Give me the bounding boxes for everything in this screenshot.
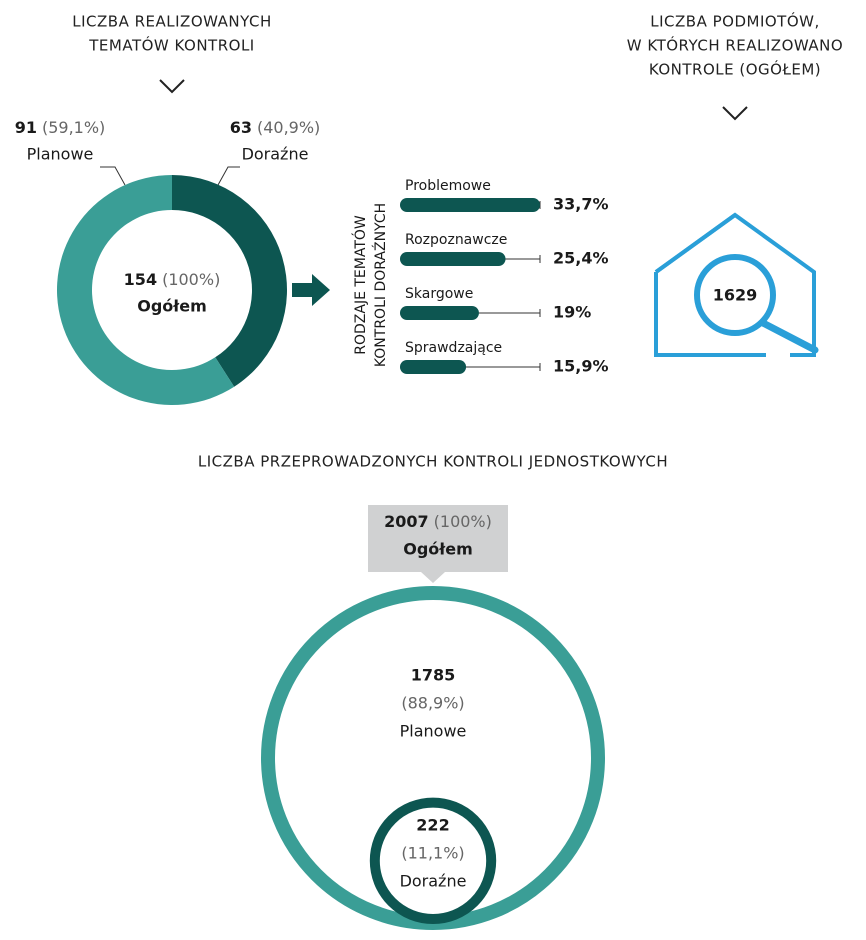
title: TEMATÓW KONTROLI bbox=[88, 36, 254, 55]
value: 63 bbox=[230, 118, 252, 137]
value: 91 bbox=[15, 118, 37, 137]
magnifier-handle bbox=[759, 319, 819, 354]
house bbox=[654, 272, 766, 357]
arrow bbox=[292, 274, 330, 306]
share: (59,1%) bbox=[42, 118, 105, 137]
bar-label: Skargowe bbox=[405, 286, 473, 302]
bar-value: 25,4% bbox=[553, 249, 609, 268]
chevron bbox=[722, 106, 748, 121]
bar bbox=[400, 306, 479, 320]
bubble-label: Doraźne bbox=[400, 871, 467, 890]
title: LICZBA REALIZOWANYCH bbox=[72, 13, 271, 31]
segment-label: Doraźne bbox=[242, 145, 309, 164]
segment-label: Planowe bbox=[27, 145, 94, 164]
bar-label: Problemowe bbox=[405, 178, 491, 194]
share: (40,9%) bbox=[257, 118, 320, 137]
donut-segment bbox=[172, 175, 287, 387]
bubble-share: (11,1%) bbox=[401, 843, 464, 862]
bubble-value: 1785 bbox=[411, 666, 456, 685]
title: LICZBA PODMIOTÓW, bbox=[650, 12, 820, 31]
bubble bbox=[369, 797, 497, 924]
share: (100%) bbox=[434, 512, 492, 531]
bar-value: 15,9% bbox=[553, 357, 609, 376]
bar bbox=[400, 252, 506, 266]
value: 2007 bbox=[384, 512, 429, 531]
bubble-value: 222 bbox=[416, 815, 449, 834]
total-box bbox=[368, 505, 508, 583]
leader-line bbox=[217, 166, 240, 186]
bar-value: 19% bbox=[553, 303, 591, 322]
chevron bbox=[159, 79, 185, 94]
title: LICZBA PRZEPROWADZONYCH KONTROLI JEDNOST… bbox=[198, 453, 668, 471]
total-label: Ogółem bbox=[137, 297, 207, 316]
title: KONTROLE (OGÓŁEM) bbox=[649, 60, 821, 79]
metric-value: 1629 bbox=[713, 286, 758, 305]
bar bbox=[400, 198, 540, 212]
title: KONTROLI DORAŹNYCH bbox=[371, 203, 389, 367]
magnifier bbox=[694, 254, 776, 336]
donut-segment bbox=[56, 174, 235, 405]
title: RODZAJE TEMATÓW bbox=[351, 215, 369, 355]
total-value: 154 (100%) bbox=[124, 270, 221, 289]
total-label: Ogółem bbox=[403, 540, 473, 559]
bar-value: 33,7% bbox=[553, 195, 609, 214]
share: (100%) bbox=[162, 270, 220, 289]
segment-value: 63 (40,9%) bbox=[230, 118, 321, 137]
bubble-label: Planowe bbox=[400, 722, 467, 741]
house-roof bbox=[654, 213, 737, 274]
value: 154 bbox=[124, 270, 157, 289]
bar bbox=[400, 360, 467, 374]
bubble-share: (88,9%) bbox=[401, 694, 464, 713]
title: W KTÓRYCH REALIZOWANO bbox=[627, 36, 843, 55]
segment-value: 91 (59,1%) bbox=[15, 118, 106, 137]
total-value: 2007 (100%) bbox=[384, 512, 492, 531]
leader-line bbox=[100, 166, 126, 186]
bar-label: Rozpoznawcze bbox=[405, 232, 507, 248]
bar-label: Sprawdzające bbox=[405, 340, 502, 356]
